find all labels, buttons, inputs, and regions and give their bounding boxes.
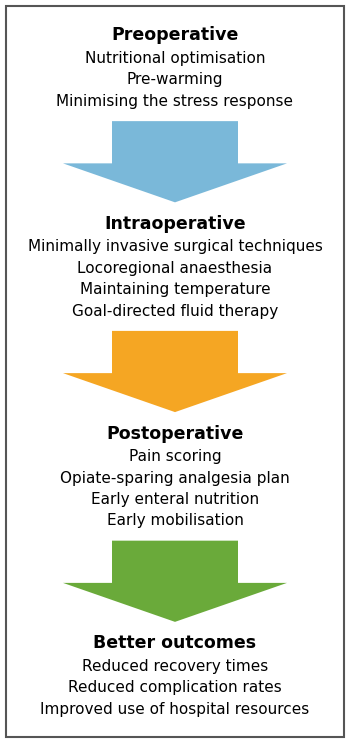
Text: Opiate-sparing analgesia plan: Opiate-sparing analgesia plan xyxy=(60,470,290,486)
Text: Postoperative: Postoperative xyxy=(106,424,244,443)
Polygon shape xyxy=(63,121,287,202)
Text: Minimising the stress response: Minimising the stress response xyxy=(56,94,294,109)
Text: Maintaining temperature: Maintaining temperature xyxy=(80,282,270,297)
Text: Early mobilisation: Early mobilisation xyxy=(106,513,244,528)
Text: Nutritional optimisation: Nutritional optimisation xyxy=(85,51,265,66)
Polygon shape xyxy=(63,331,287,412)
Polygon shape xyxy=(63,541,287,622)
Text: Goal-directed fluid therapy: Goal-directed fluid therapy xyxy=(72,304,278,319)
Text: Pain scoring: Pain scoring xyxy=(129,450,221,464)
Text: Improved use of hospital resources: Improved use of hospital resources xyxy=(40,702,310,717)
Text: Preoperative: Preoperative xyxy=(111,27,239,45)
Text: Intraoperative: Intraoperative xyxy=(104,215,246,233)
Text: Minimally invasive surgical techniques: Minimally invasive surgical techniques xyxy=(28,239,322,254)
Text: Locoregional anaesthesia: Locoregional anaesthesia xyxy=(77,261,273,276)
Text: Early enteral nutrition: Early enteral nutrition xyxy=(91,492,259,507)
Text: Reduced recovery times: Reduced recovery times xyxy=(82,659,268,674)
Text: Better outcomes: Better outcomes xyxy=(93,635,257,652)
Text: Pre-warming: Pre-warming xyxy=(127,73,223,88)
Text: Reduced complication rates: Reduced complication rates xyxy=(68,681,282,695)
